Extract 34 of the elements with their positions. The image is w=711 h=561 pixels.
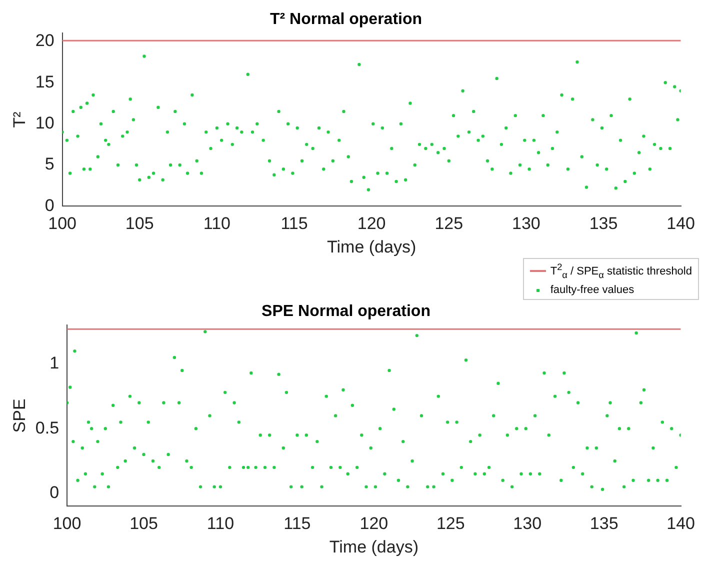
x-tick-label: 105 <box>125 214 154 234</box>
legend-label: T$^{2}$$_{α}$ / SPE$_{α}$ statistic threshold <box>550 261 692 282</box>
y-axis-title: T² <box>10 111 29 128</box>
y-tick-label: 0 <box>44 196 54 215</box>
y-tick-label: 0 <box>50 482 60 502</box>
legend-label: faulty-free values <box>550 282 634 298</box>
x-tick-label: 120 <box>360 514 388 533</box>
x-tick-label: 115 <box>284 514 311 533</box>
x-tick-label: 110 <box>206 514 234 533</box>
x-tick-label: 120 <box>357 214 386 234</box>
x-tick-label: 140 <box>666 514 696 533</box>
y-tick-label: 5 <box>44 154 54 174</box>
y-tick-label: 20 <box>35 31 54 50</box>
chart-title: SPE Normal operation <box>262 302 430 320</box>
x-tick-label: 110 <box>203 214 230 234</box>
y-tick-label: 15 <box>35 72 54 92</box>
x-tick-label: 125 <box>434 214 464 234</box>
x-tick-label: 130 <box>512 214 540 234</box>
chart-title: T² Normal operation <box>270 11 422 28</box>
y-tick-label: 0.5 <box>35 418 60 438</box>
x-tick-label: 115 <box>280 214 308 234</box>
x-tick-label: 135 <box>589 214 618 234</box>
x-tick-label: 100 <box>52 514 82 533</box>
x-tick-label: 105 <box>130 514 158 533</box>
y-tick-label: 1 <box>50 354 60 373</box>
x-axis-title: Time (days) <box>327 237 416 256</box>
x-tick-label: 135 <box>590 514 618 533</box>
x-tick-label: 125 <box>436 514 465 533</box>
x-axis-title: Time (days) <box>329 537 418 556</box>
x-tick-label: 100 <box>48 214 76 234</box>
x-tick-label: 140 <box>666 214 696 234</box>
y-axis-title: SPE <box>10 398 29 433</box>
x-tick-label: 130 <box>513 514 542 533</box>
y-tick-label: 10 <box>35 114 54 133</box>
